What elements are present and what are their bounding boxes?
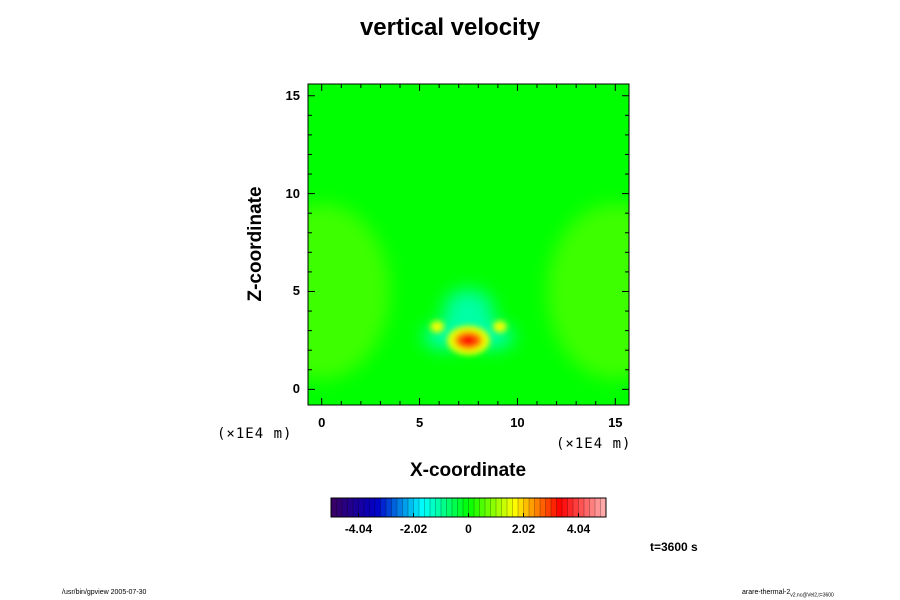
warm-ring-spot-1: [492, 320, 507, 333]
colorbar-cell: [523, 498, 530, 517]
colorbar-cell: [551, 498, 557, 517]
upper-cold-region: [443, 289, 494, 333]
colorbar-cell: [485, 498, 491, 517]
x-tick-label: 5: [415, 415, 424, 430]
colorbar-cell: [474, 498, 480, 517]
colorbar-tick-label: -2.02: [399, 522, 428, 536]
colorbar-cell: [336, 498, 343, 517]
colorbar-cell: [479, 498, 486, 517]
z-tick-label: 15: [285, 87, 300, 103]
colorbar-cell: [490, 498, 497, 517]
colorbar-cell: [540, 498, 546, 517]
colorbar-cell: [413, 498, 420, 517]
colorbar-cell: [600, 498, 607, 517]
colorbar-cell: [463, 498, 469, 517]
colorbar-cell: [364, 498, 370, 517]
colorbar-cell: [567, 498, 574, 517]
colorbar-cell: [375, 498, 381, 517]
colorbar-cell: [556, 498, 563, 517]
colorbar-cell: [430, 498, 436, 517]
colorbar-tick-label: 0: [465, 522, 472, 536]
colorbar-cell: [380, 498, 387, 517]
x-unit-right: (×1E4 m): [556, 436, 632, 452]
warm-ring-spot-0: [430, 320, 445, 333]
z-tick-label: 0: [292, 381, 300, 397]
colorbar-cell: [501, 498, 508, 517]
colorbar-cell: [331, 498, 337, 517]
colorbar-tick-label: -4.04: [344, 522, 373, 536]
colorbar-cell: [353, 498, 359, 517]
velocity-field: [308, 84, 629, 405]
side-warm-region-1: [546, 203, 629, 380]
colorbar: [330, 497, 607, 518]
colorbar-cell: [386, 498, 392, 517]
colorbar-cell: [446, 498, 453, 517]
chart-title: vertical velocity: [359, 14, 541, 41]
colorbar-cell: [419, 498, 425, 517]
colorbar-tick-label: 2.02: [511, 522, 536, 536]
x-tick-label: 10: [510, 415, 525, 430]
z-tick-label: 10: [285, 185, 300, 201]
footer-program: /usr/bin/gpview 2005-07-30: [62, 589, 147, 596]
x-tick-label: 0: [318, 415, 326, 430]
colorbar-cell: [496, 498, 502, 517]
x-tick-label: 15: [608, 415, 623, 430]
colorbar-cell: [402, 498, 409, 517]
x-axis-label: X-coordinate: [409, 460, 527, 481]
field-sharp-features: [430, 320, 507, 356]
time-label: t=3600 s: [650, 540, 698, 554]
colorbar-cell: [452, 498, 458, 517]
footer-file-sub: v2.nc@Vel2,t=3600: [790, 592, 834, 599]
z-tick-label: 5: [292, 283, 300, 299]
side-warm-region-0: [308, 203, 391, 380]
x-unit-left: (×1E4 m): [217, 426, 293, 442]
colorbar-cell: [545, 498, 552, 517]
footer-file-main: arare-thermal-2: [742, 589, 791, 596]
z-axis-label: Z-coordinate: [245, 186, 266, 302]
colorbar-cell: [562, 498, 568, 517]
colorbar-cell: [512, 498, 519, 517]
colorbar-cell: [358, 498, 365, 517]
colorbar-cell: [397, 498, 403, 517]
colorbar-cell: [408, 498, 414, 517]
colorbar-cell: [529, 498, 535, 517]
colorbar-cell: [468, 498, 475, 517]
colorbar-cell: [435, 498, 442, 517]
colorbar-cell: [578, 498, 585, 517]
colorbar-cell: [534, 498, 541, 517]
colorbar-cell: [507, 498, 513, 517]
colorbar-cell: [573, 498, 579, 517]
colorbar-cell: [584, 498, 590, 517]
thermal-core-center: [461, 335, 476, 346]
plot-border: [307, 83, 630, 406]
colorbar-cell: [589, 498, 596, 517]
colorbar-cell: [424, 498, 431, 517]
colorbar-tick-label: 4.04: [566, 522, 591, 536]
colorbar-cell: [347, 498, 354, 517]
colorbar-cell: [457, 498, 464, 517]
colorbar-cell: [369, 498, 376, 517]
plot-frame: [307, 83, 630, 406]
colorbar-cell: [391, 498, 398, 517]
colorbar-cell: [518, 498, 524, 517]
colorbar-cell: [441, 498, 447, 517]
colorbar-cell: [342, 498, 348, 517]
footer-file: arare-thermal-2v2.nc@Vel2,t=3600: [742, 589, 834, 598]
colorbar-cell: [595, 498, 601, 517]
